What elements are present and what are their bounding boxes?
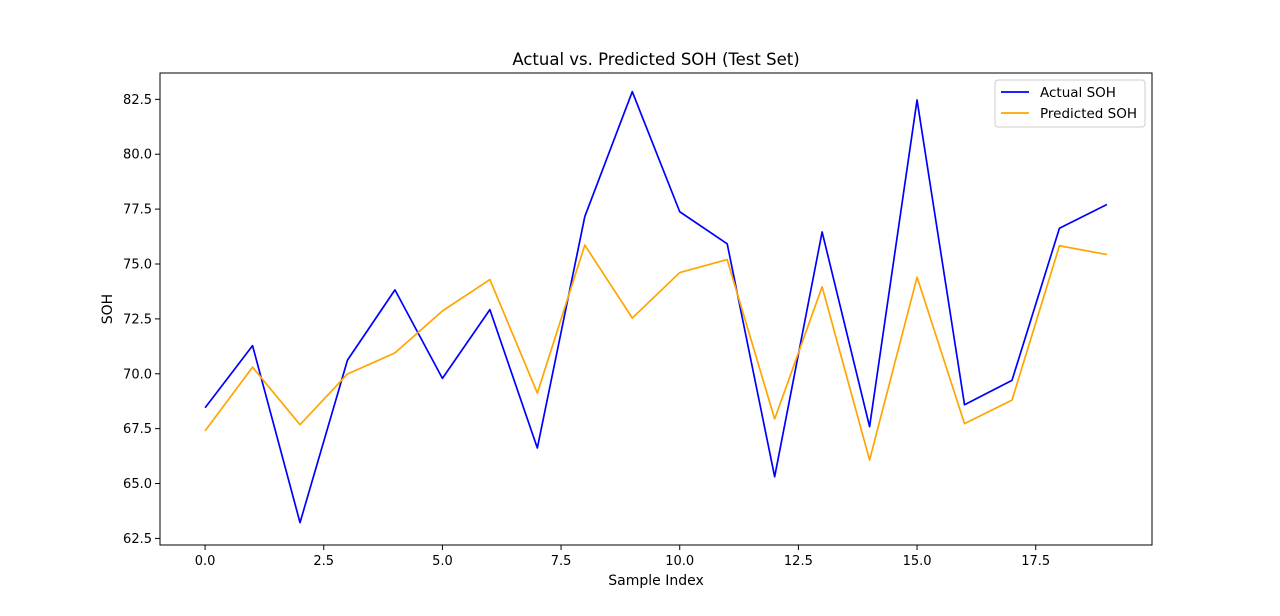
legend-label: Predicted SOH — [1040, 106, 1137, 122]
axes-frame — [159, 72, 1153, 546]
x-tick-label: 12.5 — [784, 554, 813, 569]
x-tick-label: 2.5 — [313, 554, 334, 569]
x-tick-label: 17.5 — [1021, 554, 1050, 569]
y-axis: 62.5 65.0 67.5 70.0 72.5 75.0 77.5 80.0 82.5 — [123, 93, 160, 547]
chart-title: Actual vs. Predicted SOH (Test Set) — [512, 50, 799, 69]
y-tick-label: 80.0 — [123, 148, 152, 163]
x-tick-label: 15.0 — [903, 554, 932, 569]
y-tick-label: 67.5 — [123, 422, 152, 437]
y-tick-label: 65.0 — [123, 477, 152, 492]
x-tick-label: 7.5 — [551, 554, 572, 569]
y-tick-label: 77.5 — [123, 203, 152, 218]
legend: Actual SOH Predicted SOH — [994, 79, 1146, 128]
x-axis-label: Sample Index — [608, 573, 703, 589]
x-tick-label: 10.0 — [665, 554, 694, 569]
y-axis-label: SOH — [100, 294, 116, 324]
x-tick-label: 0.0 — [195, 554, 216, 569]
y-tick-label: 72.5 — [123, 312, 152, 327]
series-line-actual-soh — [204, 90, 1108, 524]
y-tick-label: 82.5 — [123, 93, 152, 108]
y-tick-label: 70.0 — [123, 367, 152, 382]
legend-label: Actual SOH — [1040, 85, 1116, 101]
series-layer — [204, 90, 1108, 524]
series-line-predicted-soh — [204, 244, 1108, 461]
y-tick-label: 75.0 — [123, 257, 152, 272]
y-tick-label: 62.5 — [123, 532, 152, 547]
legend-box — [994, 79, 1146, 128]
x-axis: 0.0 2.5 5.0 7.5 10.0 12.5 15.0 17.5 — [195, 545, 1050, 569]
x-tick-label: 5.0 — [432, 554, 453, 569]
